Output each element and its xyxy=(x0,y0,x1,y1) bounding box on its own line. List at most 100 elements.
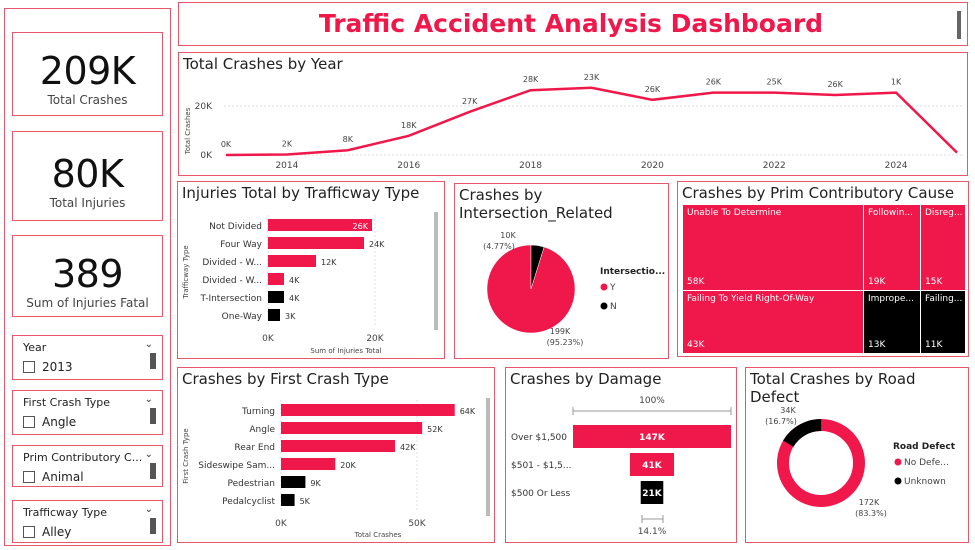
line-chart[interactable]: Total Crashes 0K 20K 2014 2016 2018 2020 202… xyxy=(179,53,967,175)
legend-item[interactable]: N xyxy=(610,302,617,312)
x-tick-label: 2018 xyxy=(519,161,542,171)
data-label: 26K xyxy=(645,85,661,94)
legend-item[interactable]: No Defe... xyxy=(904,458,949,468)
bar[interactable] xyxy=(281,476,306,488)
value-label: 20K xyxy=(340,461,356,470)
treemap-cell[interactable]: Followin... 19K xyxy=(864,205,920,290)
data-label: 172K xyxy=(859,498,880,507)
first-crash-chart-panel: Crashes by First Crash Type First Crash … xyxy=(177,367,495,543)
bar[interactable] xyxy=(268,309,280,321)
checkbox[interactable] xyxy=(23,416,35,428)
legend-item[interactable]: Unknown xyxy=(904,477,946,487)
treemap-label: Imprope... xyxy=(868,294,914,304)
category-label: Four Way xyxy=(220,240,262,250)
scrollbar[interactable] xyxy=(957,11,961,39)
slicer-option-label: Animal xyxy=(42,470,84,484)
treemap-cell[interactable]: Unable To Determine 58K xyxy=(683,205,863,290)
treemap-cell[interactable]: Disreg... 15K xyxy=(921,205,965,290)
y-tick-label: 20K xyxy=(195,102,213,112)
injuries-bar-chart[interactable]: Trafficway Type Not Divided 26K Four Way 24… xyxy=(178,182,444,358)
chevron-down-icon[interactable]: ⌄ xyxy=(144,504,153,515)
slicer-title: Prim Contributory C... xyxy=(23,451,143,464)
scrollbar[interactable] xyxy=(434,212,438,330)
chart-title: Injuries Total by Trafficway Type xyxy=(182,184,420,202)
damage-chart-panel: Crashes by Damage 100% Over $1,500 147K $5… xyxy=(505,367,737,543)
bar[interactable] xyxy=(281,404,455,416)
slicer-option-label: 2013 xyxy=(42,360,73,374)
data-label: 25K xyxy=(767,78,783,87)
bar[interactable] xyxy=(281,494,295,506)
treemap-cell[interactable]: Failing To Yield Right-Of-Way 43K xyxy=(683,291,863,353)
data-label: 0K xyxy=(221,140,232,149)
injuries-chart-panel: Injuries Total by Trafficway Type Traffi… xyxy=(177,181,445,359)
scrollbar[interactable] xyxy=(150,353,156,369)
value-label: 26K xyxy=(353,222,369,231)
funnel-bar[interactable] xyxy=(573,425,731,448)
category-label: Pedalcyclist xyxy=(222,497,275,507)
bar[interactable] xyxy=(268,237,364,249)
treemap-value: 19K xyxy=(868,277,886,287)
kpi-value: 80K xyxy=(51,152,124,196)
treemap[interactable]: Unable To Determine 58K Followin... 19K … xyxy=(683,205,965,353)
road-defect-donut-chart[interactable]: 34K (16.7%) 172K (83.3%) Road Defect No … xyxy=(746,368,968,542)
scrollbar[interactable] xyxy=(150,463,156,479)
scrollbar[interactable] xyxy=(150,518,156,534)
x-axis-label: Sum of Injuries Total xyxy=(310,347,381,355)
slicer-title: First Crash Type xyxy=(23,396,111,409)
x-tick-label: 20K xyxy=(366,334,384,344)
chevron-down-icon[interactable]: ⌄ xyxy=(144,394,153,405)
scrollbar[interactable] xyxy=(150,408,156,424)
checkbox[interactable] xyxy=(23,471,35,483)
bar[interactable] xyxy=(268,273,284,285)
legend-marker xyxy=(600,283,608,291)
value-label: 52K xyxy=(427,425,443,434)
funnel-bar[interactable] xyxy=(640,481,664,504)
treemap-cell[interactable]: Failing... 11K xyxy=(921,291,965,353)
bar[interactable] xyxy=(268,219,372,231)
funnel-bar[interactable] xyxy=(629,453,675,476)
kpi-label: Total Crashes xyxy=(47,93,128,107)
bar[interactable] xyxy=(268,255,316,267)
bar[interactable] xyxy=(281,440,395,452)
intersection-pie-chart[interactable]: 10K (4.77%) 199K (95.23%) Intersectio...… xyxy=(455,184,668,358)
data-label: 23K xyxy=(584,73,600,82)
scrollbar[interactable] xyxy=(486,398,490,516)
treemap-value: 11K xyxy=(925,340,943,350)
checkbox[interactable] xyxy=(23,526,35,538)
y-axis-label: Trafficway Type xyxy=(182,245,190,300)
damage-funnel-chart[interactable]: 100% Over $1,500 147K $501 - $1,5... 41K $50… xyxy=(506,368,736,542)
slicer-option[interactable]: Animal xyxy=(23,470,84,484)
legend-item[interactable]: Y xyxy=(609,283,616,293)
category-label: Divided - W... xyxy=(202,258,262,268)
slicer-option[interactable]: Alley xyxy=(23,525,71,539)
bar[interactable] xyxy=(281,422,423,434)
category-label: Over $1,500 xyxy=(511,433,567,443)
category-label: Rear End xyxy=(234,443,275,453)
bar[interactable] xyxy=(268,291,284,303)
chevron-down-icon[interactable]: ⌄ xyxy=(144,449,153,460)
slicer-option[interactable]: Angle xyxy=(23,415,76,429)
slicer-prim-contributory-cause[interactable]: Prim Contributory C... ⌄ Animal xyxy=(12,445,163,487)
pie-slice[interactable] xyxy=(530,244,545,290)
slicer-trafficway-type[interactable]: Trafficway Type ⌄ Alley xyxy=(12,500,163,543)
slicer-title: Year xyxy=(23,341,47,354)
slicer-year[interactable]: Year ⌄ 2013 xyxy=(12,335,163,380)
line-chart-panel: Total Crashes by Year Total Crashes 0K 2… xyxy=(178,52,968,176)
treemap-cell[interactable]: Imprope... 13K xyxy=(864,291,920,353)
treemap-label: Followin... xyxy=(868,208,914,218)
category-label: Sideswipe Sam... xyxy=(198,461,275,471)
slicer-first-crash-type[interactable]: First Crash Type ⌄ Angle xyxy=(12,390,163,435)
series-line[interactable] xyxy=(225,86,958,157)
slicer-option[interactable]: 2013 xyxy=(23,360,73,374)
chart-title: Crashes by First Crash Type xyxy=(182,370,389,388)
top-percent-label: 100% xyxy=(639,396,665,406)
slicer-title: Trafficway Type xyxy=(23,506,108,519)
first-crash-bar-chart[interactable]: First Crash Type Turning 64K Angle 52K Rear … xyxy=(178,368,494,542)
intersection-chart-panel: Crashes by Intersection_Related 10K (4.7… xyxy=(454,183,669,359)
checkbox[interactable] xyxy=(23,361,35,373)
chevron-down-icon[interactable]: ⌄ xyxy=(144,339,153,350)
value-label: 42K xyxy=(400,443,416,452)
bar[interactable] xyxy=(281,458,336,470)
category-label: T-Intersection xyxy=(200,294,262,304)
category-label: Not Divided xyxy=(209,222,262,232)
